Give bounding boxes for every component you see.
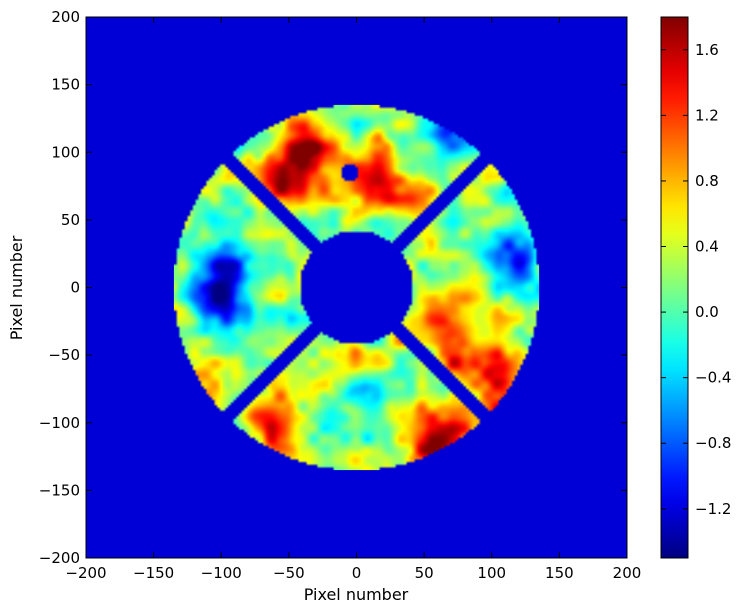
x-axis: −200 −150 −100 −50 0 50 100 150 200 bbox=[65, 17, 641, 582]
x-tick-label: −200 bbox=[65, 564, 106, 582]
x-tick-label: 150 bbox=[545, 564, 574, 582]
colorbar-tick-label: −0.4 bbox=[695, 369, 731, 387]
y-tick-label: −200 bbox=[39, 549, 80, 567]
colorbar-tick-label: 1.6 bbox=[695, 41, 719, 59]
y-tick-label: 100 bbox=[51, 143, 80, 161]
x-tick-label: −100 bbox=[201, 564, 242, 582]
colorbar: −1.2 −0.8 −0.4 0.0 0.4 0.8 1.2 1.6 bbox=[660, 16, 731, 559]
y-tick-label: 200 bbox=[51, 8, 80, 26]
aperture-heatmap bbox=[173, 104, 540, 471]
x-tick-label: 100 bbox=[477, 564, 506, 582]
y-tick-label: 150 bbox=[51, 76, 80, 94]
colorbar-tick-label: 0.4 bbox=[695, 238, 719, 256]
x-tick-label: 50 bbox=[415, 564, 434, 582]
plot-area bbox=[85, 16, 628, 559]
x-axis-label: Pixel number bbox=[304, 585, 409, 604]
colorbar-tick-label: −0.8 bbox=[695, 434, 731, 452]
x-tick-label: −150 bbox=[133, 564, 174, 582]
y-tick-label: 0 bbox=[70, 279, 80, 297]
colorbar-tick-label: 0.8 bbox=[695, 172, 719, 190]
y-tick-label: −150 bbox=[39, 481, 80, 499]
y-tick-label: −100 bbox=[39, 414, 80, 432]
x-tick-label: −50 bbox=[273, 564, 305, 582]
y-axis: −200 −150 −100 −50 0 50 100 150 200 bbox=[39, 8, 627, 567]
y-axis-label: Pixel number bbox=[7, 235, 26, 340]
colorbar-tick-label: −1.2 bbox=[695, 500, 731, 518]
x-tick-label: 200 bbox=[613, 564, 642, 582]
colorbar-tick-label: 0.0 bbox=[695, 303, 719, 321]
y-tick-label: −50 bbox=[48, 346, 80, 364]
colorbar-tick-label: 1.2 bbox=[695, 106, 719, 124]
colorbar-gradient bbox=[660, 16, 689, 559]
y-tick-label: 50 bbox=[61, 211, 80, 229]
x-tick-label: 0 bbox=[352, 564, 362, 582]
